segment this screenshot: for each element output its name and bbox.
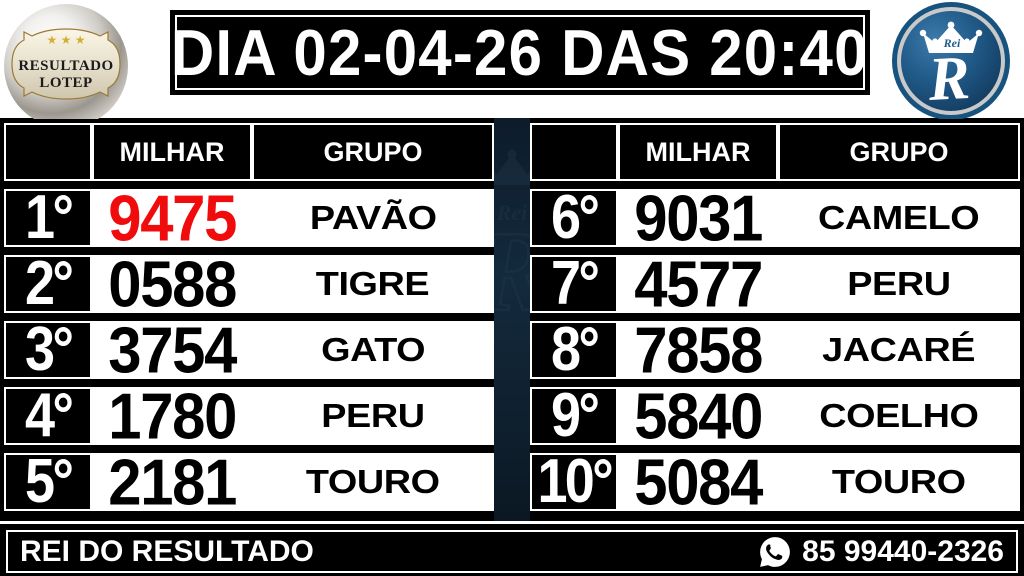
svg-text:R: R: [926, 44, 972, 114]
svg-text:★ ★ ★: ★ ★ ★: [47, 33, 86, 47]
svg-text:LOTEP: LOTEP: [39, 75, 92, 91]
svg-text:RESULTADO: RESULTADO: [18, 58, 113, 74]
svg-text:Rei: Rei: [496, 200, 528, 225]
